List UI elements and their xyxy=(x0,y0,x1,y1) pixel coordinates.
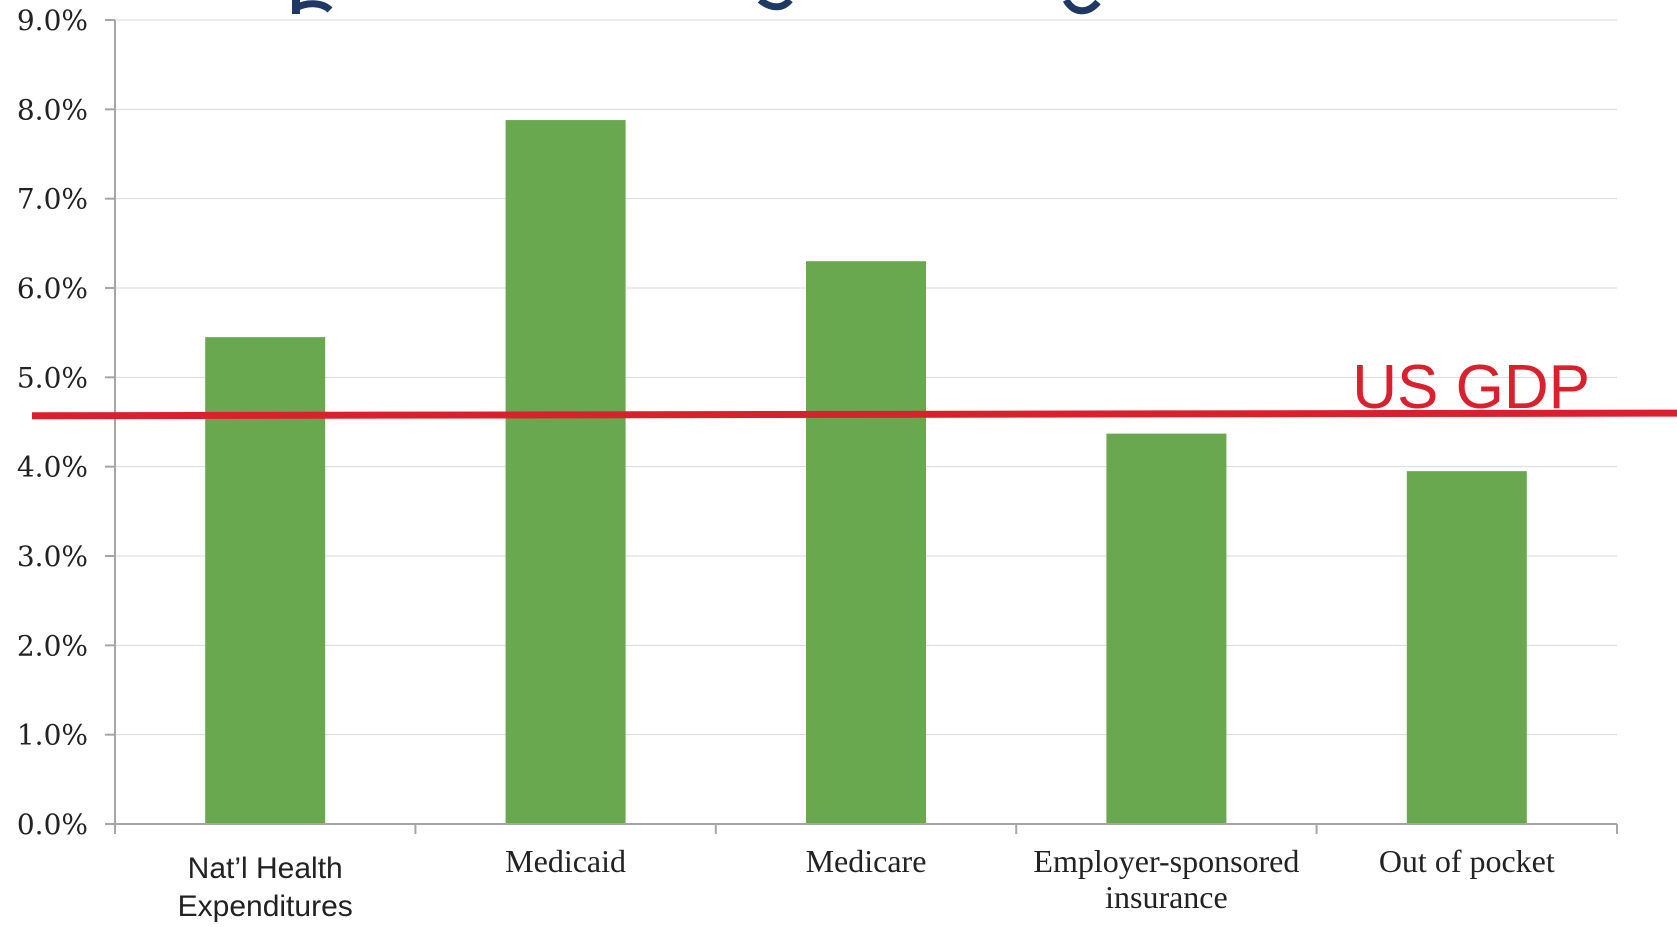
us-gdp-label: US GDP xyxy=(1352,353,1590,422)
x-category-label-1: Medicaid xyxy=(505,843,626,879)
y-tick-label-3: 3.0% xyxy=(17,540,88,573)
y-tick-label-8: 8.0% xyxy=(17,93,88,126)
bar-2 xyxy=(806,261,926,824)
y-tick-label-2: 2.0% xyxy=(17,629,88,662)
y-tick-label-1: 1.0% xyxy=(17,719,88,752)
reference-line-group: US GDP xyxy=(31,353,1677,422)
us-gdp-reference-line xyxy=(31,409,1677,420)
bar-0 xyxy=(205,337,326,824)
bar-1 xyxy=(505,120,626,824)
x-category-label-4: Out of pocket xyxy=(1379,843,1555,879)
x-category-label-0: Nat’l Health Expenditures xyxy=(178,852,353,922)
x-category-label-3: Employer-sponsored insurance xyxy=(1033,843,1299,915)
cropped-title-fragment xyxy=(292,0,1101,15)
y-tick-labels: 0.0% 1.0% 2.0% 3.0% 4.0% 5.0% 6.0% 7.0% 8.0% 9.0% xyxy=(17,4,88,841)
x-tick-labels: Nat’l Health Expenditures Medicaid Medicare… xyxy=(178,843,1555,923)
axes xyxy=(105,19,1618,834)
y-tick-label-6: 6.0% xyxy=(17,272,88,305)
bars xyxy=(205,120,1527,824)
y-tick-label-7: 7.0% xyxy=(17,183,88,216)
y-tick-label-0: 0.0% xyxy=(17,808,88,841)
bar-3 xyxy=(1106,433,1227,824)
y-tick-label-9: 9.0% xyxy=(17,4,88,37)
y-tick-label-5: 5.0% xyxy=(17,361,88,394)
x-category-label-2: Medicare xyxy=(806,843,927,879)
bar-4 xyxy=(1406,471,1527,824)
y-tick-label-4: 4.0% xyxy=(17,451,88,484)
